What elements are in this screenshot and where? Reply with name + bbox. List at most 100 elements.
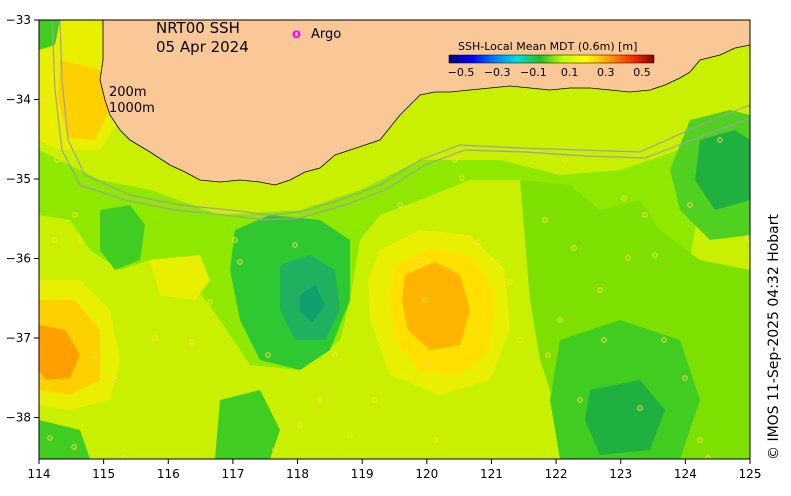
ssh-contour-low-nw [39,20,60,50]
colorbar-title: SSH-Local Mean MDT (0.6m) [m] [458,40,637,53]
float-marker [152,335,158,341]
float-marker [517,337,523,343]
y-tick-label: −38 [6,411,31,425]
ssh-contour-low-sw [215,390,280,459]
float-marker [112,377,118,383]
float-marker [92,352,98,358]
x-tick-label: 115 [92,467,115,481]
float-marker [47,435,53,441]
float-marker [189,339,195,345]
float-marker [317,397,323,403]
x-tick-label: 123 [609,467,632,481]
x-tick-label: 114 [28,467,51,481]
ssh-contour-high-core [402,262,470,350]
float-marker [122,455,128,459]
argo-label: Argo [311,27,341,42]
ssh-contour-low-south-core [585,380,665,455]
colorbar-tick-label: 0.3 [597,66,615,79]
isobath-200m-line [59,20,750,216]
y-tick-label: −33 [6,13,31,27]
float-marker [545,352,551,358]
float-marker [232,237,238,243]
colorbar-tick-label: 0.5 [633,66,651,79]
colorbar-ticks: −0.5 −0.3 −0.1 0.1 0.3 0.5 [448,66,651,79]
isobath-1000m-line [51,20,750,221]
float-marker [372,397,378,403]
colorbar-tick-label: −0.5 [448,66,475,79]
x-tick-label: 118 [286,467,309,481]
x-tick-label: 124 [674,467,697,481]
x-tick-label: 120 [415,467,438,481]
y-tick-label: −36 [6,252,31,266]
plot-frame [38,19,751,460]
ssh-contour-low-east [695,130,750,210]
product-title: NRT00 SSH [156,19,240,37]
float-marker [661,337,667,343]
ssh-contour-high-small [150,255,210,300]
float-marker [72,212,78,218]
ssh-contour-low-corner [39,420,90,459]
float-marker [459,175,465,181]
float-marker [642,212,648,218]
date-title: 05 Apr 2024 [156,38,249,56]
float-marker [744,235,750,241]
float-marker [652,252,658,258]
y-tick-label: −34 [6,93,31,107]
float-marker [687,202,693,208]
colorbar [448,54,655,64]
float-marker [705,455,711,459]
float-marker [452,157,458,163]
float-marker [52,237,58,243]
float-markers [41,97,750,459]
float-marker [597,287,603,293]
x-tick-label: 117 [221,467,244,481]
x-tick-label: 122 [545,467,568,481]
float-marker [577,397,583,403]
ssh-field [39,20,750,459]
float-marker [495,259,501,265]
float-marker [557,317,563,323]
float-marker [542,217,548,223]
float-marker [41,97,47,103]
float-marker [417,257,423,263]
float-marker [237,259,243,265]
ssh-contour-low-min [300,285,325,322]
float-marker [601,337,607,343]
float-marker [621,195,627,201]
float-marker [682,375,688,381]
ssh-contour-high-west-core [39,325,80,380]
float-marker [475,239,481,245]
x-axis: 114 115 116 117 118 119 120 121 122 123 124 125 [28,459,762,481]
float-marker [625,255,631,261]
float-marker [77,237,83,243]
x-tick-label: 116 [157,467,180,481]
float-marker [292,242,298,248]
y-tick-label: −37 [6,331,31,345]
float-marker [332,352,338,358]
float-marker [422,297,428,303]
x-tick-label: 125 [739,467,762,481]
colorbar-tick-label: −0.3 [484,66,511,79]
y-axis: −33 −34 −35 −36 −37 −38 [6,13,39,425]
credit-text: © IMOS 11-Sep-2025 04:32 Hobart [766,214,782,460]
y-tick-label: −35 [6,172,31,186]
float-marker [207,299,213,305]
float-marker [562,157,568,163]
isobath-label-1000m: 1000m [109,101,155,116]
float-marker [427,362,433,368]
float-marker [54,157,60,163]
float-marker [507,279,513,285]
ssh-contour-high-nw [58,60,110,140]
float-marker [71,444,77,450]
x-tick-label: 121 [480,467,503,481]
colorbar-tick-label: 0.1 [561,66,579,79]
argo-symbol: o [292,27,301,42]
float-marker [272,447,278,453]
ssh-contour-low-west [100,205,145,270]
float-marker [265,352,271,358]
float-marker [697,437,703,443]
isobath-label-200m: 200m [109,85,146,100]
colorbar-tick-label: −0.1 [520,66,547,79]
